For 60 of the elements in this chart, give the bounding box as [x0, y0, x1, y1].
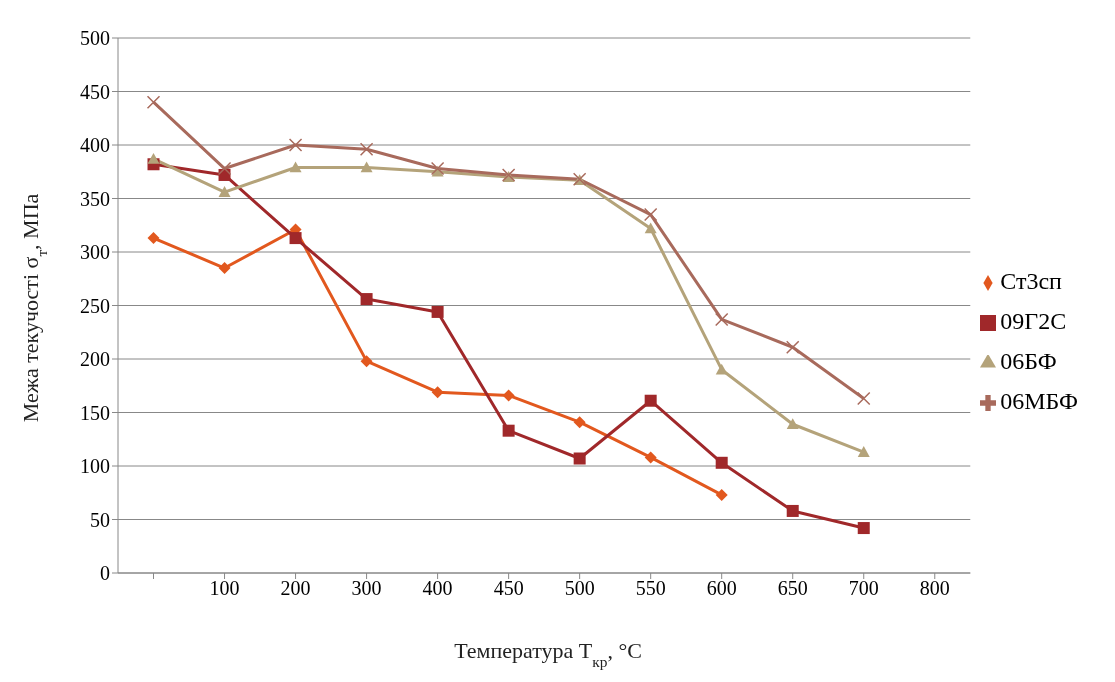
point [857, 522, 870, 535]
point [360, 355, 373, 368]
x-tick-label: 400 [422, 577, 453, 600]
legend-label: 09Г2С [1000, 307, 1067, 334]
point [147, 232, 160, 245]
point [288, 138, 303, 152]
point [360, 293, 373, 306]
point [644, 222, 657, 234]
x-tick-label: 550 [635, 577, 666, 600]
y-tick-label: 400 [80, 134, 110, 157]
point [430, 161, 445, 176]
point [715, 456, 728, 469]
point [715, 363, 728, 375]
y-tick-label: 450 [80, 80, 110, 103]
point [502, 389, 515, 402]
point [786, 418, 799, 430]
point [289, 232, 302, 245]
point [644, 451, 657, 464]
point [715, 488, 728, 501]
x-tick-label: 700 [848, 577, 879, 600]
x-tick-label: 600 [706, 577, 737, 600]
point [147, 152, 160, 164]
y-tick-label: 100 [80, 455, 110, 478]
point [857, 391, 871, 406]
x-tick-label: 650 [777, 577, 808, 600]
y-tick-label: 250 [80, 294, 110, 317]
y-tick-label: 350 [80, 187, 110, 210]
x-tick-label: 450 [493, 577, 524, 600]
point [218, 262, 231, 275]
point [360, 161, 373, 173]
point [289, 161, 302, 173]
y-tick-label: 500 [80, 27, 110, 50]
y-tick-label: 50 [90, 508, 110, 531]
legend-label: Ст3сп [1000, 267, 1062, 294]
point [218, 186, 231, 197]
point [502, 424, 515, 437]
point [785, 340, 800, 354]
x-axis-title: Температура T$_{кр}$, °C [454, 638, 642, 670]
point [857, 446, 870, 457]
point [644, 394, 657, 407]
y-tick-label: 150 [80, 401, 110, 424]
x-tick-label: 300 [351, 577, 382, 600]
point [431, 305, 444, 318]
point [643, 207, 658, 222]
legend-label: 06БФ [1000, 347, 1057, 374]
x-tick-label: 800 [919, 577, 950, 600]
x-tick-label: 200 [280, 577, 311, 600]
y-tick-label: 0 [100, 562, 110, 585]
point [431, 386, 444, 399]
legend-label: 06МБФ [1000, 387, 1078, 414]
x-tick-label: 500 [564, 577, 595, 600]
point [359, 142, 374, 157]
point [573, 452, 586, 465]
x-tick-label: 100 [209, 577, 240, 600]
y-tick-label: 200 [80, 348, 110, 371]
point [146, 95, 161, 109]
point [714, 312, 729, 327]
point [573, 416, 586, 429]
point [786, 504, 799, 517]
y-tick-label: 300 [80, 241, 110, 264]
